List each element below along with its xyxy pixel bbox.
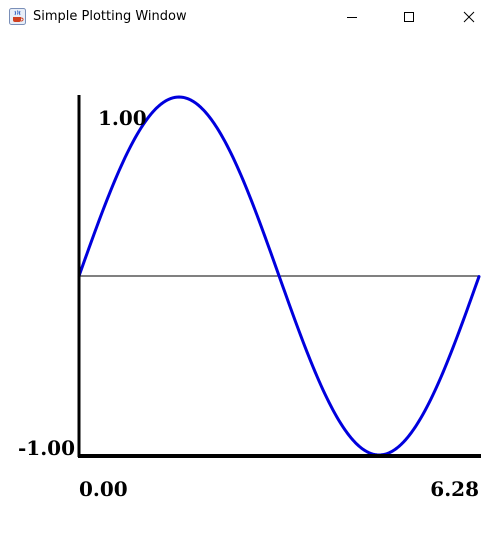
maximize-button[interactable] bbox=[386, 0, 432, 34]
x-min-label: 0.00 bbox=[79, 477, 128, 501]
x-max-label: 6.28 bbox=[430, 477, 479, 501]
y-min-label: -1.00 bbox=[18, 436, 75, 460]
minimize-button[interactable] bbox=[329, 0, 375, 34]
sine-plot: 1.00 -1.00 0.00 6.28 bbox=[18, 95, 481, 501]
close-button[interactable] bbox=[446, 0, 492, 34]
minimize-icon bbox=[347, 17, 357, 18]
title-bar[interactable]: Simple Plotting Window bbox=[0, 0, 498, 34]
java-coffee-icon bbox=[9, 8, 26, 25]
series-line-sine bbox=[77, 95, 481, 457]
maximize-icon bbox=[404, 12, 414, 22]
plot-area: 1.00 -1.00 0.00 6.28 bbox=[0, 34, 498, 534]
window-title: Simple Plotting Window bbox=[33, 9, 187, 24]
close-icon bbox=[463, 11, 475, 23]
y-max-label: 1.00 bbox=[98, 106, 147, 130]
